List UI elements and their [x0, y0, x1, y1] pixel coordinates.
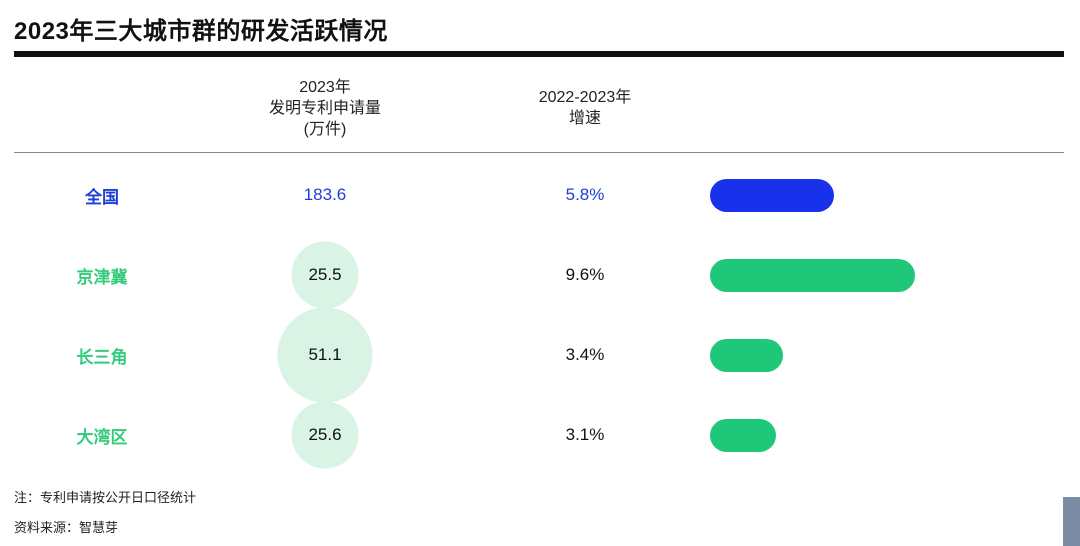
patent-value: 25.6 [308, 425, 342, 444]
value-bubble [291, 241, 359, 309]
growth-column-header: 2022-2023年 增速 [538, 89, 632, 127]
column-headers: 2023年 发明专利申请量 (万件) 2022-2023年 增速 [14, 76, 1064, 140]
scrollbar-thumb-fragment[interactable] [1063, 497, 1080, 546]
header-divider [14, 152, 1064, 153]
table-row: 京津冀 25.5 9.6% [14, 235, 1064, 315]
patent-value-cell: 183.6 [190, 155, 460, 235]
footnote: 注：专利申请按公开日口径统计 [14, 490, 197, 505]
table-row: 全国 183.6 5.8% [14, 155, 1064, 235]
growth-value: 3.4% [565, 345, 605, 364]
growth-value: 9.6% [565, 265, 605, 284]
patent-value-cell: 25.6 [190, 395, 460, 475]
patent-value-cell: 25.5 [190, 235, 460, 315]
patent-value: 25.5 [308, 265, 342, 284]
table-row: 长三角 51.1 3.4% [14, 307, 1064, 403]
page-title: 2023年三大城市群的研发活跃情况 [14, 18, 388, 45]
title-divider [14, 51, 1064, 57]
growth-bar [710, 338, 783, 372]
patent-value: 51.1 [308, 345, 342, 364]
table-row: 大湾区 25.6 3.1% [14, 395, 1064, 475]
patent-value: 183.6 [303, 185, 347, 204]
region-label: 长三角 [76, 347, 128, 367]
value-bubble [277, 307, 373, 403]
region-label: 京津冀 [76, 267, 128, 287]
region-label: 全国 [85, 187, 119, 207]
patent-volume-column-header: 2023年 发明专利申请量 (万件) [268, 78, 381, 138]
region-column-header [14, 76, 190, 140]
growth-value: 3.1% [565, 425, 605, 444]
growth-bar [710, 178, 834, 212]
growth-bar [710, 418, 776, 452]
value-bubble [291, 401, 359, 469]
growth-bar [710, 258, 915, 292]
bar-column-header [710, 76, 1064, 140]
data-rows: 全国 183.6 5.8% 京津冀 25.5 9.6% 长三角 51.1 3.4… [14, 155, 1064, 475]
growth-value: 5.8% [565, 185, 605, 204]
region-label: 大湾区 [76, 427, 128, 447]
patent-value-cell: 51.1 [190, 307, 460, 403]
data-source: 资料来源：智慧芽 [14, 520, 119, 535]
